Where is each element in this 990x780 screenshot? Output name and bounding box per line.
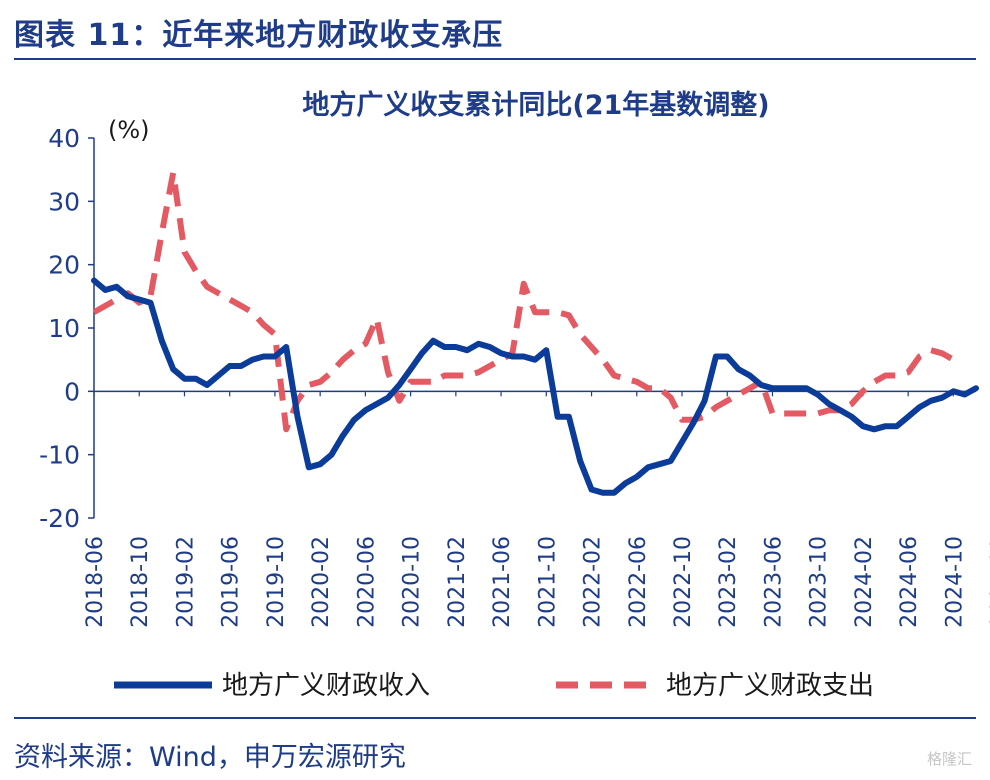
legend: 地方广义财政收入 地方广义财政支出 [114, 671, 874, 701]
y-tick-label: 20 [48, 251, 80, 280]
series-line-expenditure [92, 169, 955, 433]
bottom-divider [14, 717, 976, 719]
y-tick-label: 40 [48, 124, 80, 153]
x-tick-label: 2022-06 [626, 536, 651, 628]
x-tick-label: 2021-02 [445, 536, 470, 628]
top-divider [14, 58, 976, 60]
x-tick-label: 2025-02 [988, 536, 990, 628]
x-tick-label: 2020-10 [400, 536, 425, 628]
x-tick-label: 2022-10 [671, 536, 696, 628]
x-tick-label: 2023-02 [716, 536, 741, 628]
y-tick-label: 10 [48, 314, 80, 343]
chart-title: 地方广义收支累计同比(21年基数调整) [302, 89, 769, 121]
y-tick-label: 0 [64, 377, 80, 406]
x-tick-label: 2019-10 [264, 536, 289, 628]
x-tick-label: 2023-06 [761, 536, 786, 628]
source-note: 资料来源：Wind，申万宏源研究 [14, 742, 406, 773]
legend-label-revenue: 地方广义财政收入 [222, 671, 430, 701]
line-chart: 地方广义收支累计同比(21年基数调整) (%) -20 -10 0 10 20 30 40 2… [39, 89, 990, 701]
y-tick-label: -10 [39, 441, 80, 470]
axes: -20 -10 0 10 20 30 40 2018-06 2018-10 2019-02 2019… [39, 124, 990, 628]
x-tick-label: 2018-06 [83, 536, 108, 628]
y-tick-label: -20 [39, 504, 80, 533]
x-tick-label: 2019-02 [173, 536, 198, 628]
y-tick-label: 30 [48, 187, 80, 216]
legend-label-expenditure: 地方广义财政支出 [666, 671, 874, 701]
x-tick-label: 2019-06 [219, 536, 244, 628]
series-line-revenue [91, 277, 979, 496]
x-tick-label: 2020-02 [309, 536, 334, 628]
x-tick-label: 2022-02 [581, 536, 606, 628]
series-layer [91, 169, 979, 496]
x-tick-label: 2018-10 [128, 536, 153, 628]
x-tick-label: 2023-10 [807, 536, 832, 628]
x-tick-label: 2021-10 [535, 536, 560, 628]
x-tick-label: 2021-06 [490, 536, 515, 628]
y-axis-unit: (%) [108, 116, 150, 144]
x-tick-label: 2024-02 [852, 536, 877, 628]
figure-title: 图表 11：近年来地方财政收支承压 [14, 18, 504, 53]
x-tick-label: 2024-10 [942, 536, 967, 628]
watermark-logo: 格隆汇 [926, 750, 972, 768]
x-tick-label: 2024-06 [897, 536, 922, 628]
x-tick-label: 2020-06 [354, 536, 379, 628]
